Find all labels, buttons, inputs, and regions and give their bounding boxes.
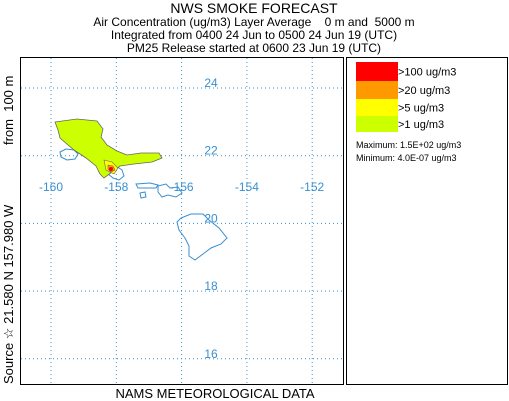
lat-label: 18 bbox=[204, 279, 218, 293]
maui bbox=[157, 183, 183, 198]
lat-label: 20 bbox=[204, 211, 218, 225]
source-label: Source ☆ 21.580 N 157.980 W bbox=[1, 204, 16, 384]
grid: 24 22 20 18 16 -160 -158 -156 -154 -152 bbox=[21, 58, 343, 384]
legend-swatch bbox=[356, 81, 398, 99]
lon-label: -156 bbox=[170, 180, 194, 194]
legend: >100 ug/m3 >20 ug/m3 >5 ug/m3 >1 ug/m3 bbox=[356, 62, 456, 132]
height-label: from 100 m bbox=[1, 76, 16, 145]
lon-label: -160 bbox=[39, 180, 63, 194]
lon-label: -152 bbox=[300, 180, 324, 194]
legend-swatch bbox=[356, 99, 398, 116]
subtitle: Air Concentration (ug/m3) Layer Average … bbox=[93, 15, 414, 29]
plume-1 bbox=[54, 118, 163, 179]
legend-swatch bbox=[356, 62, 398, 81]
lat-label: 16 bbox=[204, 347, 218, 361]
lanai bbox=[139, 191, 147, 199]
legend-label: >1 ug/m3 bbox=[398, 119, 444, 131]
maximum: Maximum: 1.5E+02 ug/m3 bbox=[356, 140, 461, 150]
legend-swatch bbox=[356, 116, 398, 132]
kauai bbox=[59, 148, 79, 161]
molokai bbox=[135, 182, 159, 189]
subtitle: PM25 Release started at 0600 23 Jun 19 (… bbox=[127, 41, 381, 55]
plume bbox=[54, 118, 163, 179]
title: NWS SMOKE FORECAST bbox=[170, 0, 338, 16]
minimum: Minimum: 4.0E-07 ug/m3 bbox=[356, 153, 457, 163]
plume-100 bbox=[109, 167, 113, 171]
legend-label: >5 ug/m3 bbox=[398, 103, 444, 115]
legend-label: >100 ug/m3 bbox=[398, 67, 456, 79]
footer: NAMS METEOROLOGICAL DATA bbox=[115, 386, 314, 401]
legend-label: >20 ug/m3 bbox=[398, 85, 450, 97]
lat-label: 24 bbox=[204, 76, 218, 90]
lat-label: 22 bbox=[204, 144, 218, 158]
lon-label: -154 bbox=[235, 180, 259, 194]
lon-label: -158 bbox=[104, 180, 128, 194]
hawaii bbox=[176, 213, 228, 261]
subtitle: Integrated from 0400 24 Jun to 0500 24 J… bbox=[111, 28, 397, 42]
